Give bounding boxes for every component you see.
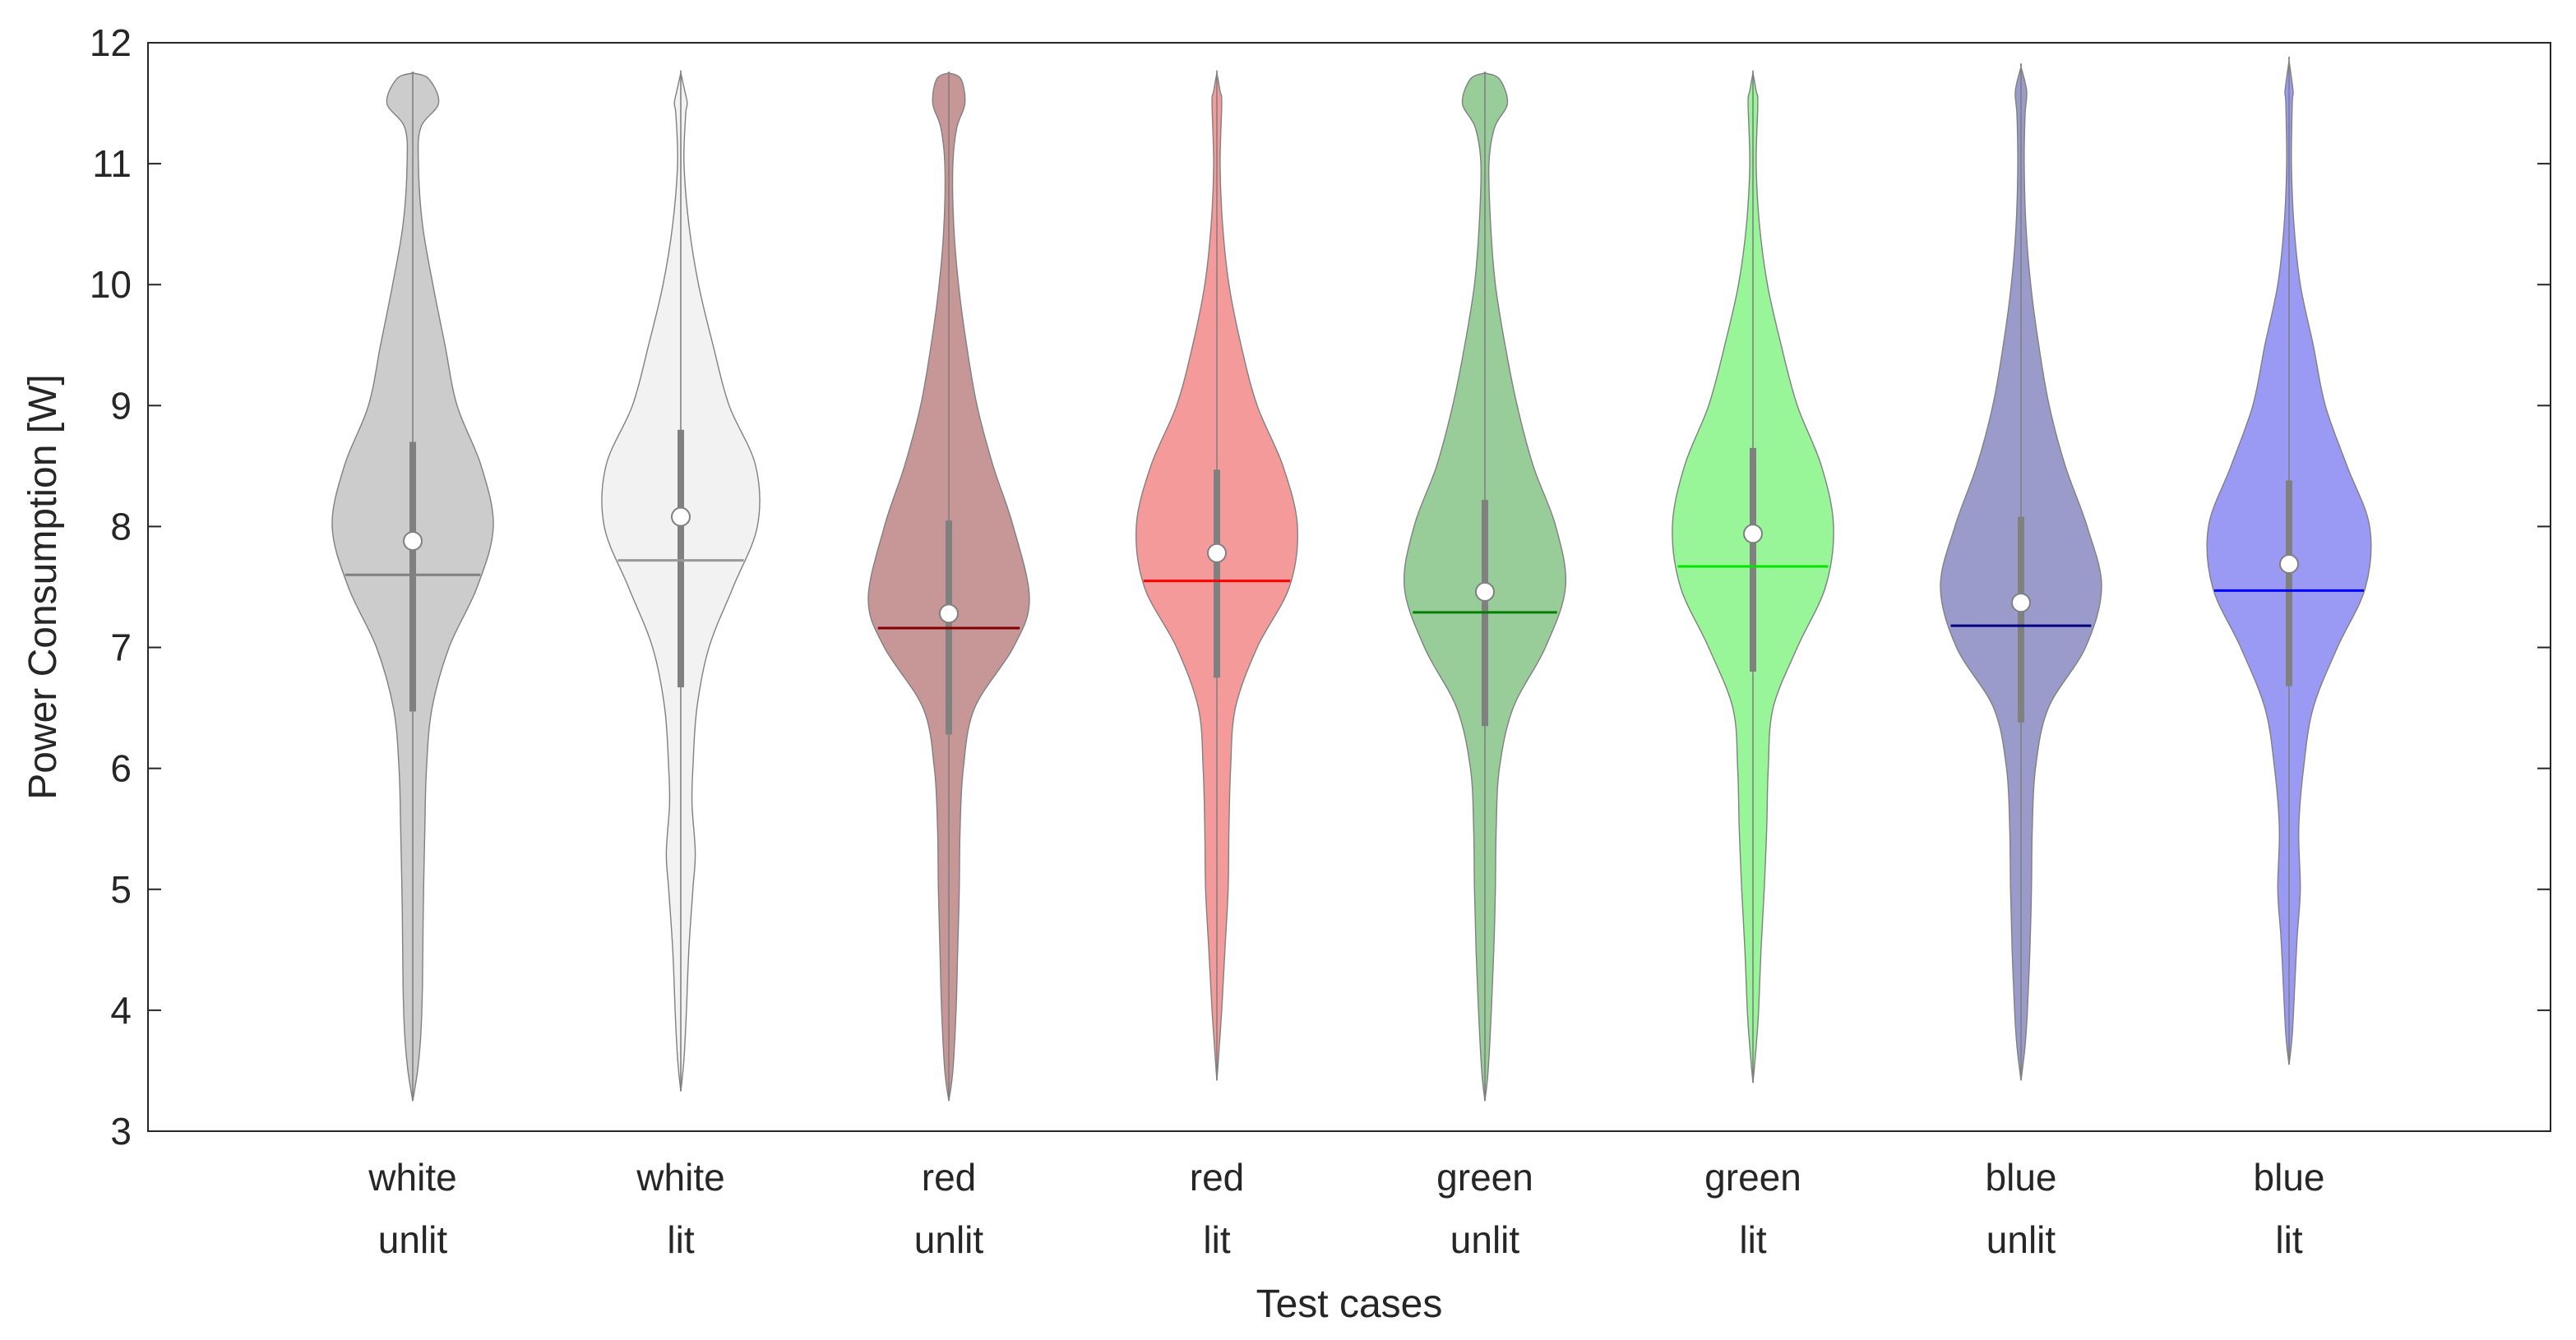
- x-tick-label-line2: unlit: [1450, 1218, 1520, 1261]
- y-tick-label: 11: [92, 142, 132, 185]
- plot-background: [148, 43, 2551, 1131]
- x-tick-label-line2: lit: [1739, 1218, 1766, 1261]
- x-tick-label-line1: white: [368, 1156, 456, 1199]
- y-tick-label: 8: [110, 505, 132, 548]
- violin-mean-marker: [1207, 543, 1227, 563]
- violin-mean-marker: [403, 531, 423, 552]
- violin-white-unlit: [331, 72, 494, 1102]
- violin-green-unlit: [1403, 72, 1567, 1102]
- y-tick-label: 9: [110, 384, 132, 427]
- y-tick-label: 6: [110, 747, 132, 790]
- y-tick-label: 3: [110, 1110, 132, 1153]
- violin-mean-marker: [1743, 524, 1763, 544]
- violin-mean-marker: [671, 506, 691, 527]
- y-tick-label: 12: [90, 21, 132, 64]
- x-axis: white unlit white lit red unlit red lit green unl…: [368, 1156, 2324, 1261]
- violin-red-lit: [1135, 70, 1298, 1081]
- y-tick-label: 7: [110, 626, 132, 669]
- violin-mean-marker: [939, 603, 959, 624]
- violin-group: [331, 56, 2372, 1102]
- violin-white-lit: [601, 70, 761, 1092]
- violin-red-unlit: [867, 72, 1030, 1102]
- plot-frame: [147, 42, 2551, 1132]
- x-tick-label-line1: green: [1704, 1156, 1801, 1199]
- violin-mean-marker: [2011, 593, 2031, 613]
- y-axis-title: Power Consumption [W]: [21, 374, 65, 800]
- x-tick-label-line1: blue: [2254, 1156, 2325, 1199]
- x-tick-label-line1: red: [1190, 1156, 1244, 1199]
- x-tick-label-line1: green: [1436, 1156, 1533, 1199]
- y-tick-label: 5: [110, 868, 132, 911]
- x-tick-label-line2: lit: [2275, 1218, 2302, 1261]
- violin-blue-unlit: [1940, 63, 2102, 1081]
- violin-mean-marker: [2279, 554, 2299, 575]
- x-tick-label-line1: blue: [1986, 1156, 2057, 1199]
- violin-mean-marker: [1475, 581, 1495, 602]
- violin-blue-lit: [2206, 56, 2372, 1065]
- x-axis-title: Test cases: [1256, 1282, 1443, 1326]
- x-tick-label-line2: lit: [1203, 1218, 1230, 1261]
- x-tick-label-line2: lit: [667, 1218, 694, 1261]
- y-tick-label: 10: [90, 263, 132, 306]
- violin-green-lit: [1672, 70, 1834, 1084]
- x-tick-label-line2: unlit: [1986, 1218, 2056, 1261]
- x-tick-label-line1: red: [922, 1156, 976, 1199]
- x-tick-label-line2: unlit: [378, 1218, 448, 1261]
- y-axis: 3 4 5 6 7 8 9 10 11 12: [90, 21, 2551, 1153]
- y-tick-label: 4: [110, 989, 132, 1032]
- x-tick-label-line2: unlit: [914, 1218, 984, 1261]
- x-tick-label-line1: white: [636, 1156, 724, 1199]
